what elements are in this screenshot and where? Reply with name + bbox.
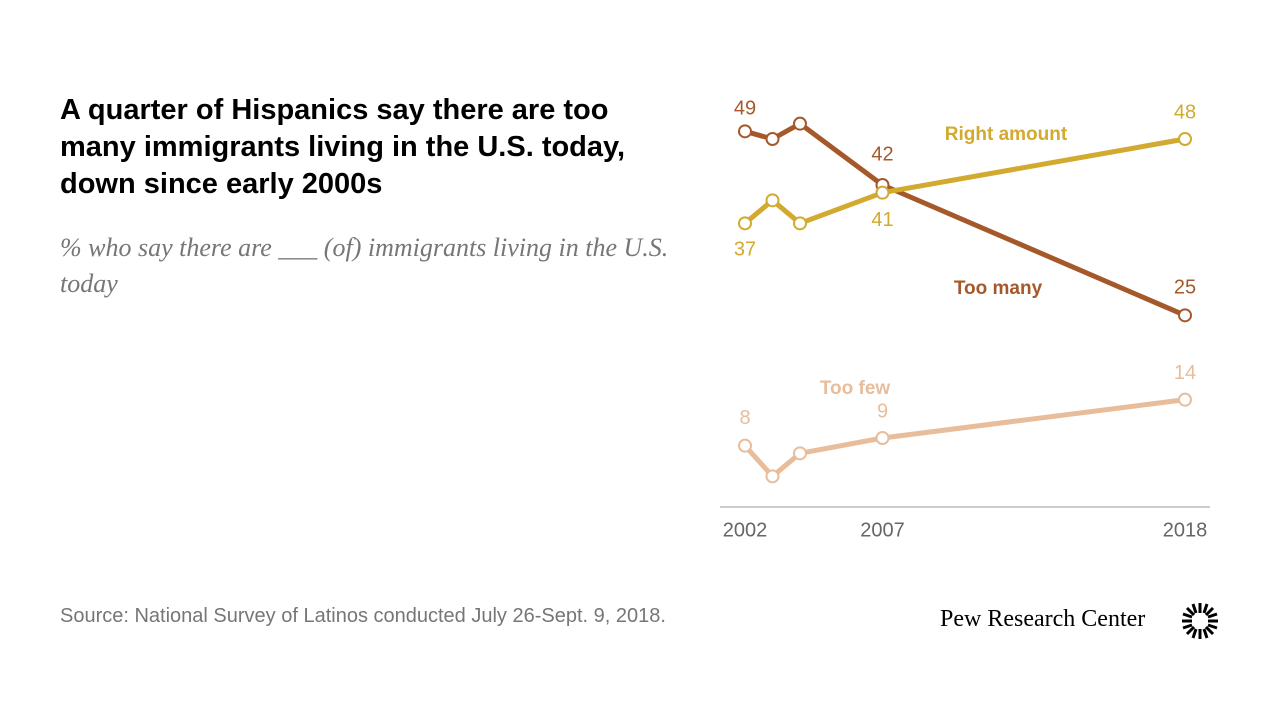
- data-label: 8: [739, 407, 750, 429]
- data-label: 41: [871, 209, 893, 231]
- data-label: 42: [871, 143, 893, 165]
- logo-text: Pew Research Center: [940, 606, 1146, 632]
- point: [793, 116, 807, 131]
- point: [793, 216, 807, 231]
- data-label: 37: [734, 239, 756, 261]
- x-tick-label: 2002: [723, 519, 768, 541]
- point: [765, 193, 780, 208]
- point: [875, 178, 890, 192]
- point: [765, 469, 780, 484]
- data-label: 14: [1174, 362, 1196, 384]
- data-label: 48: [1174, 101, 1196, 123]
- series-line: [744, 121, 1186, 318]
- legend-label: Right amount: [945, 124, 1068, 145]
- point: [738, 216, 752, 231]
- point: [1178, 308, 1192, 323]
- point: [793, 446, 807, 461]
- subtitle: % who say there are ___ (of) immigrants …: [60, 233, 669, 298]
- x-tick-label: 2018: [1163, 519, 1208, 541]
- logo-rays: [1182, 603, 1218, 639]
- series-line: [743, 136, 1186, 226]
- data-label: 49: [734, 98, 756, 120]
- logo-icon: [1182, 603, 1218, 639]
- point: [765, 132, 780, 146]
- data-label: 25: [1174, 277, 1196, 299]
- x-tick-label: 2007: [860, 519, 905, 541]
- legend-label: Too many: [954, 278, 1043, 299]
- data-label: 9: [877, 400, 888, 422]
- point: [875, 431, 890, 445]
- point: [738, 124, 752, 139]
- series-line: [743, 397, 1186, 479]
- legend-label: Too few: [820, 378, 891, 399]
- source: Source: National Survey of Latinos condu…: [60, 605, 666, 627]
- point: [738, 438, 752, 453]
- title: A quarter of Hispanics say there are too…: [60, 94, 626, 200]
- point: [875, 185, 890, 200]
- point: [1178, 132, 1192, 146]
- point: [1178, 392, 1192, 407]
